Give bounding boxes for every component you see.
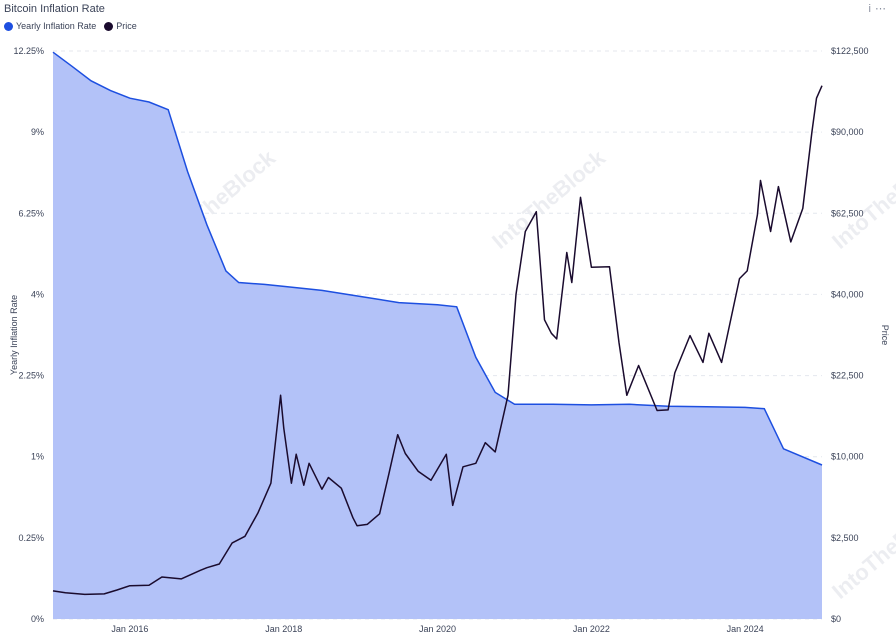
x-tick-label: Jan 2022 — [573, 624, 610, 634]
y-right-tick-label: $40,000 — [831, 289, 864, 299]
legend-item-inflation[interactable]: Yearly Inflation Rate — [4, 21, 96, 31]
x-tick-label: Jan 2024 — [727, 624, 764, 634]
y-left-tick-label: 9% — [31, 127, 44, 137]
legend-item-price[interactable]: Price — [104, 21, 137, 31]
watermark: IntoTheBlock — [487, 145, 610, 254]
y-right-tick-label: $122,500 — [831, 46, 869, 56]
legend-swatch-inflation — [4, 21, 13, 31]
y-right-tick-label: $2,500 — [831, 533, 859, 543]
y-right-tick-label: $90,000 — [831, 127, 864, 137]
info-icon[interactable]: i — [868, 3, 875, 15]
inflation-line — [52, 51, 823, 466]
x-tick-label: Jan 2018 — [265, 624, 302, 634]
y-left-tick-label: 4% — [31, 289, 44, 299]
legend-label-price: Price — [116, 21, 137, 31]
y-left-tick-label: 1% — [31, 452, 44, 462]
y-right-tick-label: $0 — [831, 614, 841, 624]
y-right-tick-label: $62,500 — [831, 208, 864, 218]
legend: Yearly Inflation Rate Price — [4, 21, 137, 31]
y-right-axis-title: Price — [880, 325, 890, 346]
y-right-tick-label: $10,000 — [831, 452, 864, 462]
x-tick-label: Jan 2020 — [419, 624, 456, 634]
y-left-tick-label: 6.25% — [18, 208, 44, 218]
header-actions: i⋯ — [869, 2, 890, 15]
x-tick-label: Jan 2016 — [111, 624, 148, 634]
y-left-tick-label: 12.25% — [13, 46, 44, 56]
y-left-tick-label: 2.25% — [18, 371, 44, 381]
more-icon[interactable]: ⋯ — [875, 3, 890, 15]
watermark: IntoTheBlock — [827, 145, 896, 254]
y-left-tick-label: 0% — [31, 614, 44, 624]
y-left-tick-label: 0.25% — [18, 533, 44, 543]
inflation-area — [53, 52, 822, 619]
price-line — [52, 85, 823, 596]
y-right-tick-label: $22,500 — [831, 371, 864, 381]
legend-label-inflation: Yearly Inflation Rate — [16, 21, 97, 31]
chart-title: Bitcoin Inflation Rate — [4, 3, 105, 15]
legend-swatch-price — [104, 21, 114, 31]
watermark: IntoTheBlock — [827, 495, 896, 604]
y-left-axis-title: Yearly Inflation Rate — [9, 295, 19, 375]
